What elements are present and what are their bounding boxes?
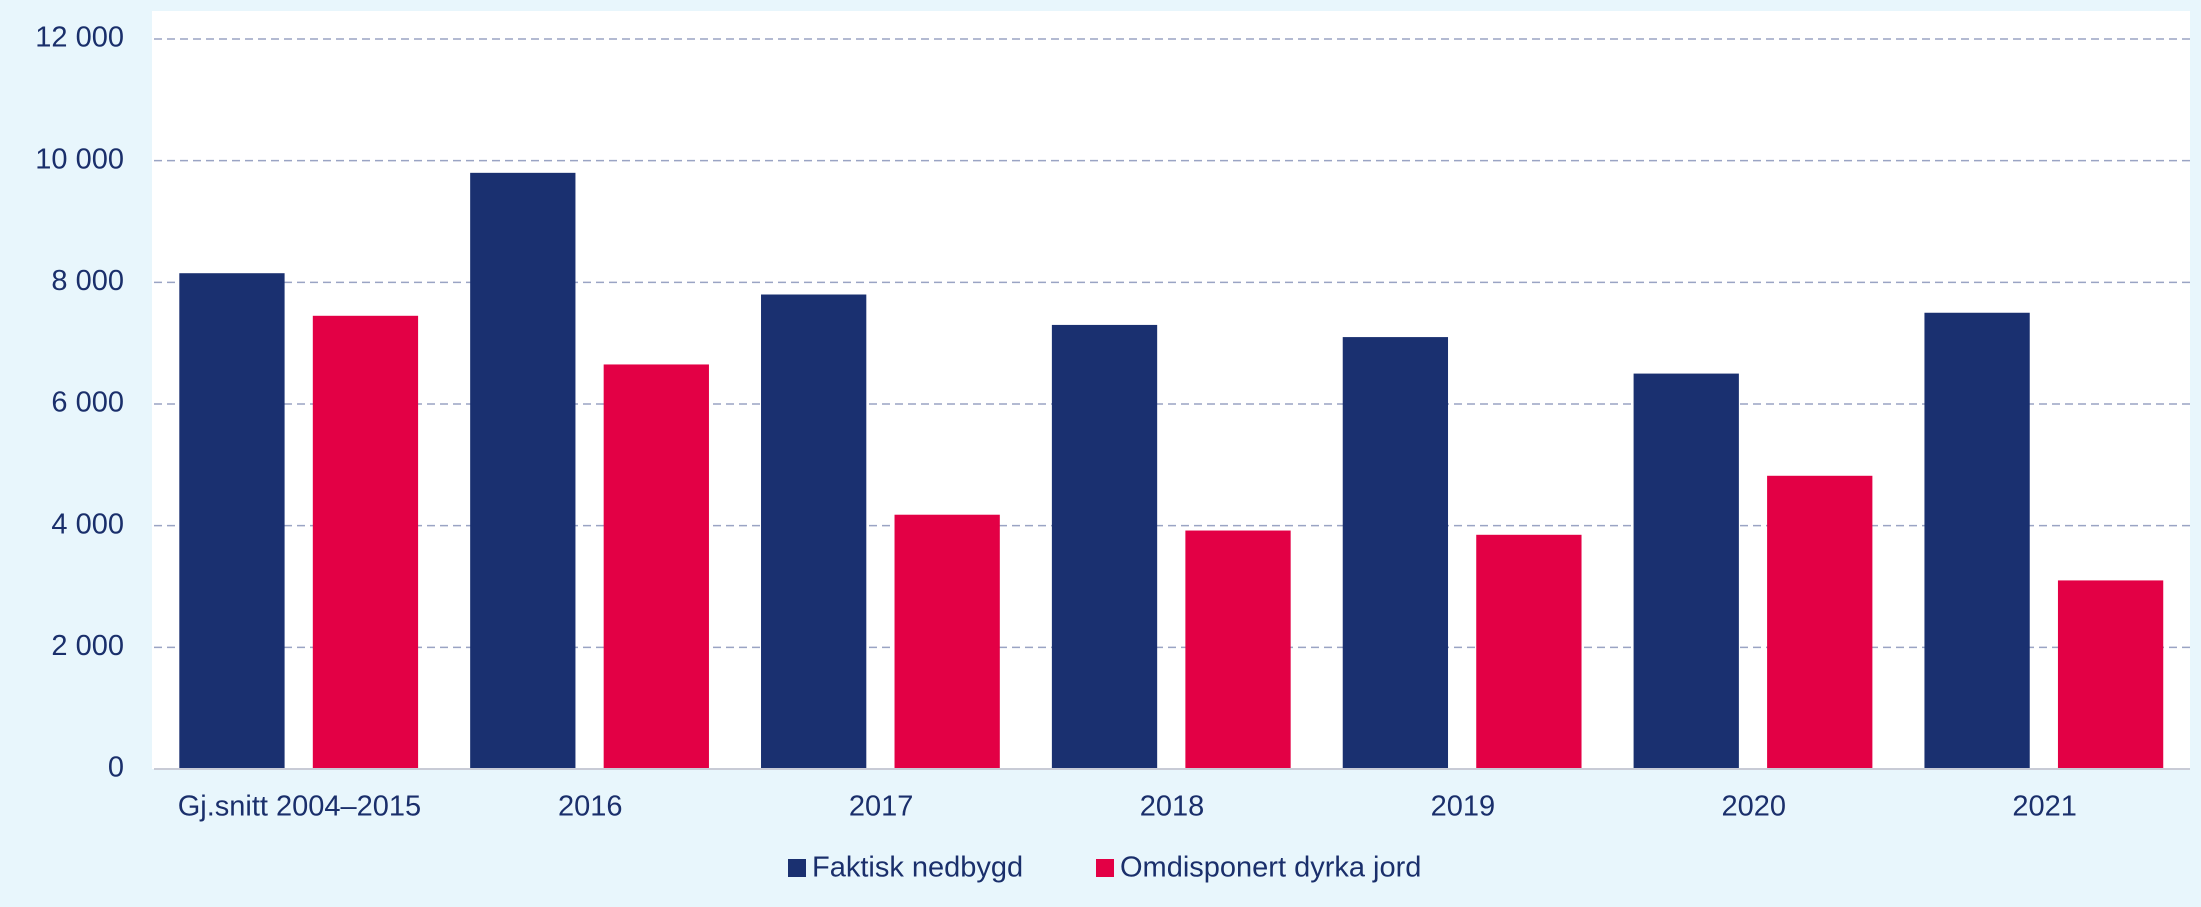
legend-swatch (788, 859, 806, 877)
bar (1051, 324, 1158, 769)
legend-label: Omdisponert dyrka jord (1120, 852, 1421, 884)
bar (1633, 373, 1739, 769)
x-tick-label: 2021 (2012, 791, 2077, 823)
bar (894, 514, 1000, 769)
bar (603, 364, 709, 769)
x-tick-label: 2017 (849, 791, 914, 823)
bar (2057, 580, 2164, 769)
bar (179, 273, 285, 769)
legend-swatch (1096, 859, 1114, 877)
x-tick-label: 2020 (1721, 791, 1786, 823)
bar (1924, 312, 2030, 769)
bar (470, 172, 576, 770)
bar (1185, 530, 1291, 769)
x-tick-label: 2019 (1431, 791, 1496, 823)
y-tick-label: 12 000 (35, 22, 124, 54)
y-tick-label: 2 000 (51, 630, 124, 662)
x-tick-label: 2018 (1140, 791, 1205, 823)
x-tick-label: 2016 (558, 791, 623, 823)
y-tick-label: 8 000 (51, 265, 124, 297)
legend-label: Faktisk nedbygd (812, 852, 1023, 884)
bar (1767, 475, 1873, 769)
y-tick-label: 10 000 (35, 143, 124, 175)
y-tick-label: 4 000 (51, 508, 124, 540)
x-tick-label: Gj.snitt 2004–2015 (178, 791, 421, 823)
plot-area (152, 11, 2190, 769)
bar (1476, 534, 1582, 769)
bar (312, 315, 419, 769)
bar (1342, 337, 1449, 769)
bar (761, 294, 867, 769)
y-tick-label: 6 000 (51, 387, 124, 419)
y-tick-label: 0 (108, 752, 124, 784)
